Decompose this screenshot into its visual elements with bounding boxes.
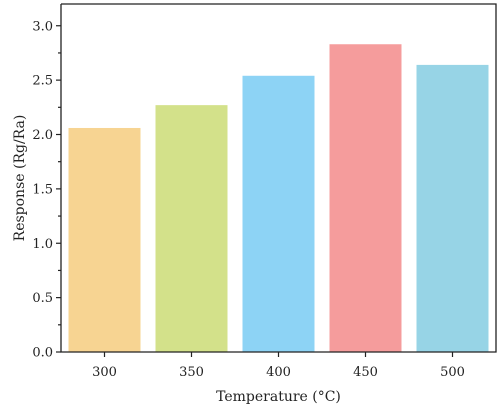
y-tick-label: 1.0	[32, 237, 53, 252]
x-tick-label-350: 350	[179, 365, 204, 380]
y-tick-label: 0.0	[32, 346, 53, 361]
y-tick-label: 3.0	[32, 19, 53, 34]
bar-300	[68, 127, 141, 352]
bars-group	[68, 44, 489, 353]
y-tick-label: 2.0	[32, 128, 53, 143]
y-axis-ticks: 0.0 0.5 1.0 1.5 2.0 2.5 3.0	[32, 19, 61, 361]
y-tick-label: 0.5	[32, 291, 53, 306]
bar-400	[242, 75, 315, 353]
x-tick-label-500: 500	[440, 365, 465, 380]
x-axis-ticks: 300 350 400 450 500	[92, 352, 465, 380]
y-tick-label: 2.5	[32, 74, 53, 89]
y-axis-title: Response (Rg/Ra)	[12, 115, 28, 242]
axis-frame	[60, 3, 497, 353]
x-tick-label-450: 450	[353, 365, 378, 380]
bar-500	[416, 64, 489, 353]
bar-350	[155, 105, 228, 352]
x-tick-label-300: 300	[92, 365, 117, 380]
bar-450	[329, 44, 402, 353]
x-axis-title: Temperature (°C)	[216, 389, 341, 405]
x-tick-label-400: 400	[266, 365, 291, 380]
y-tick-label: 1.5	[32, 182, 53, 197]
